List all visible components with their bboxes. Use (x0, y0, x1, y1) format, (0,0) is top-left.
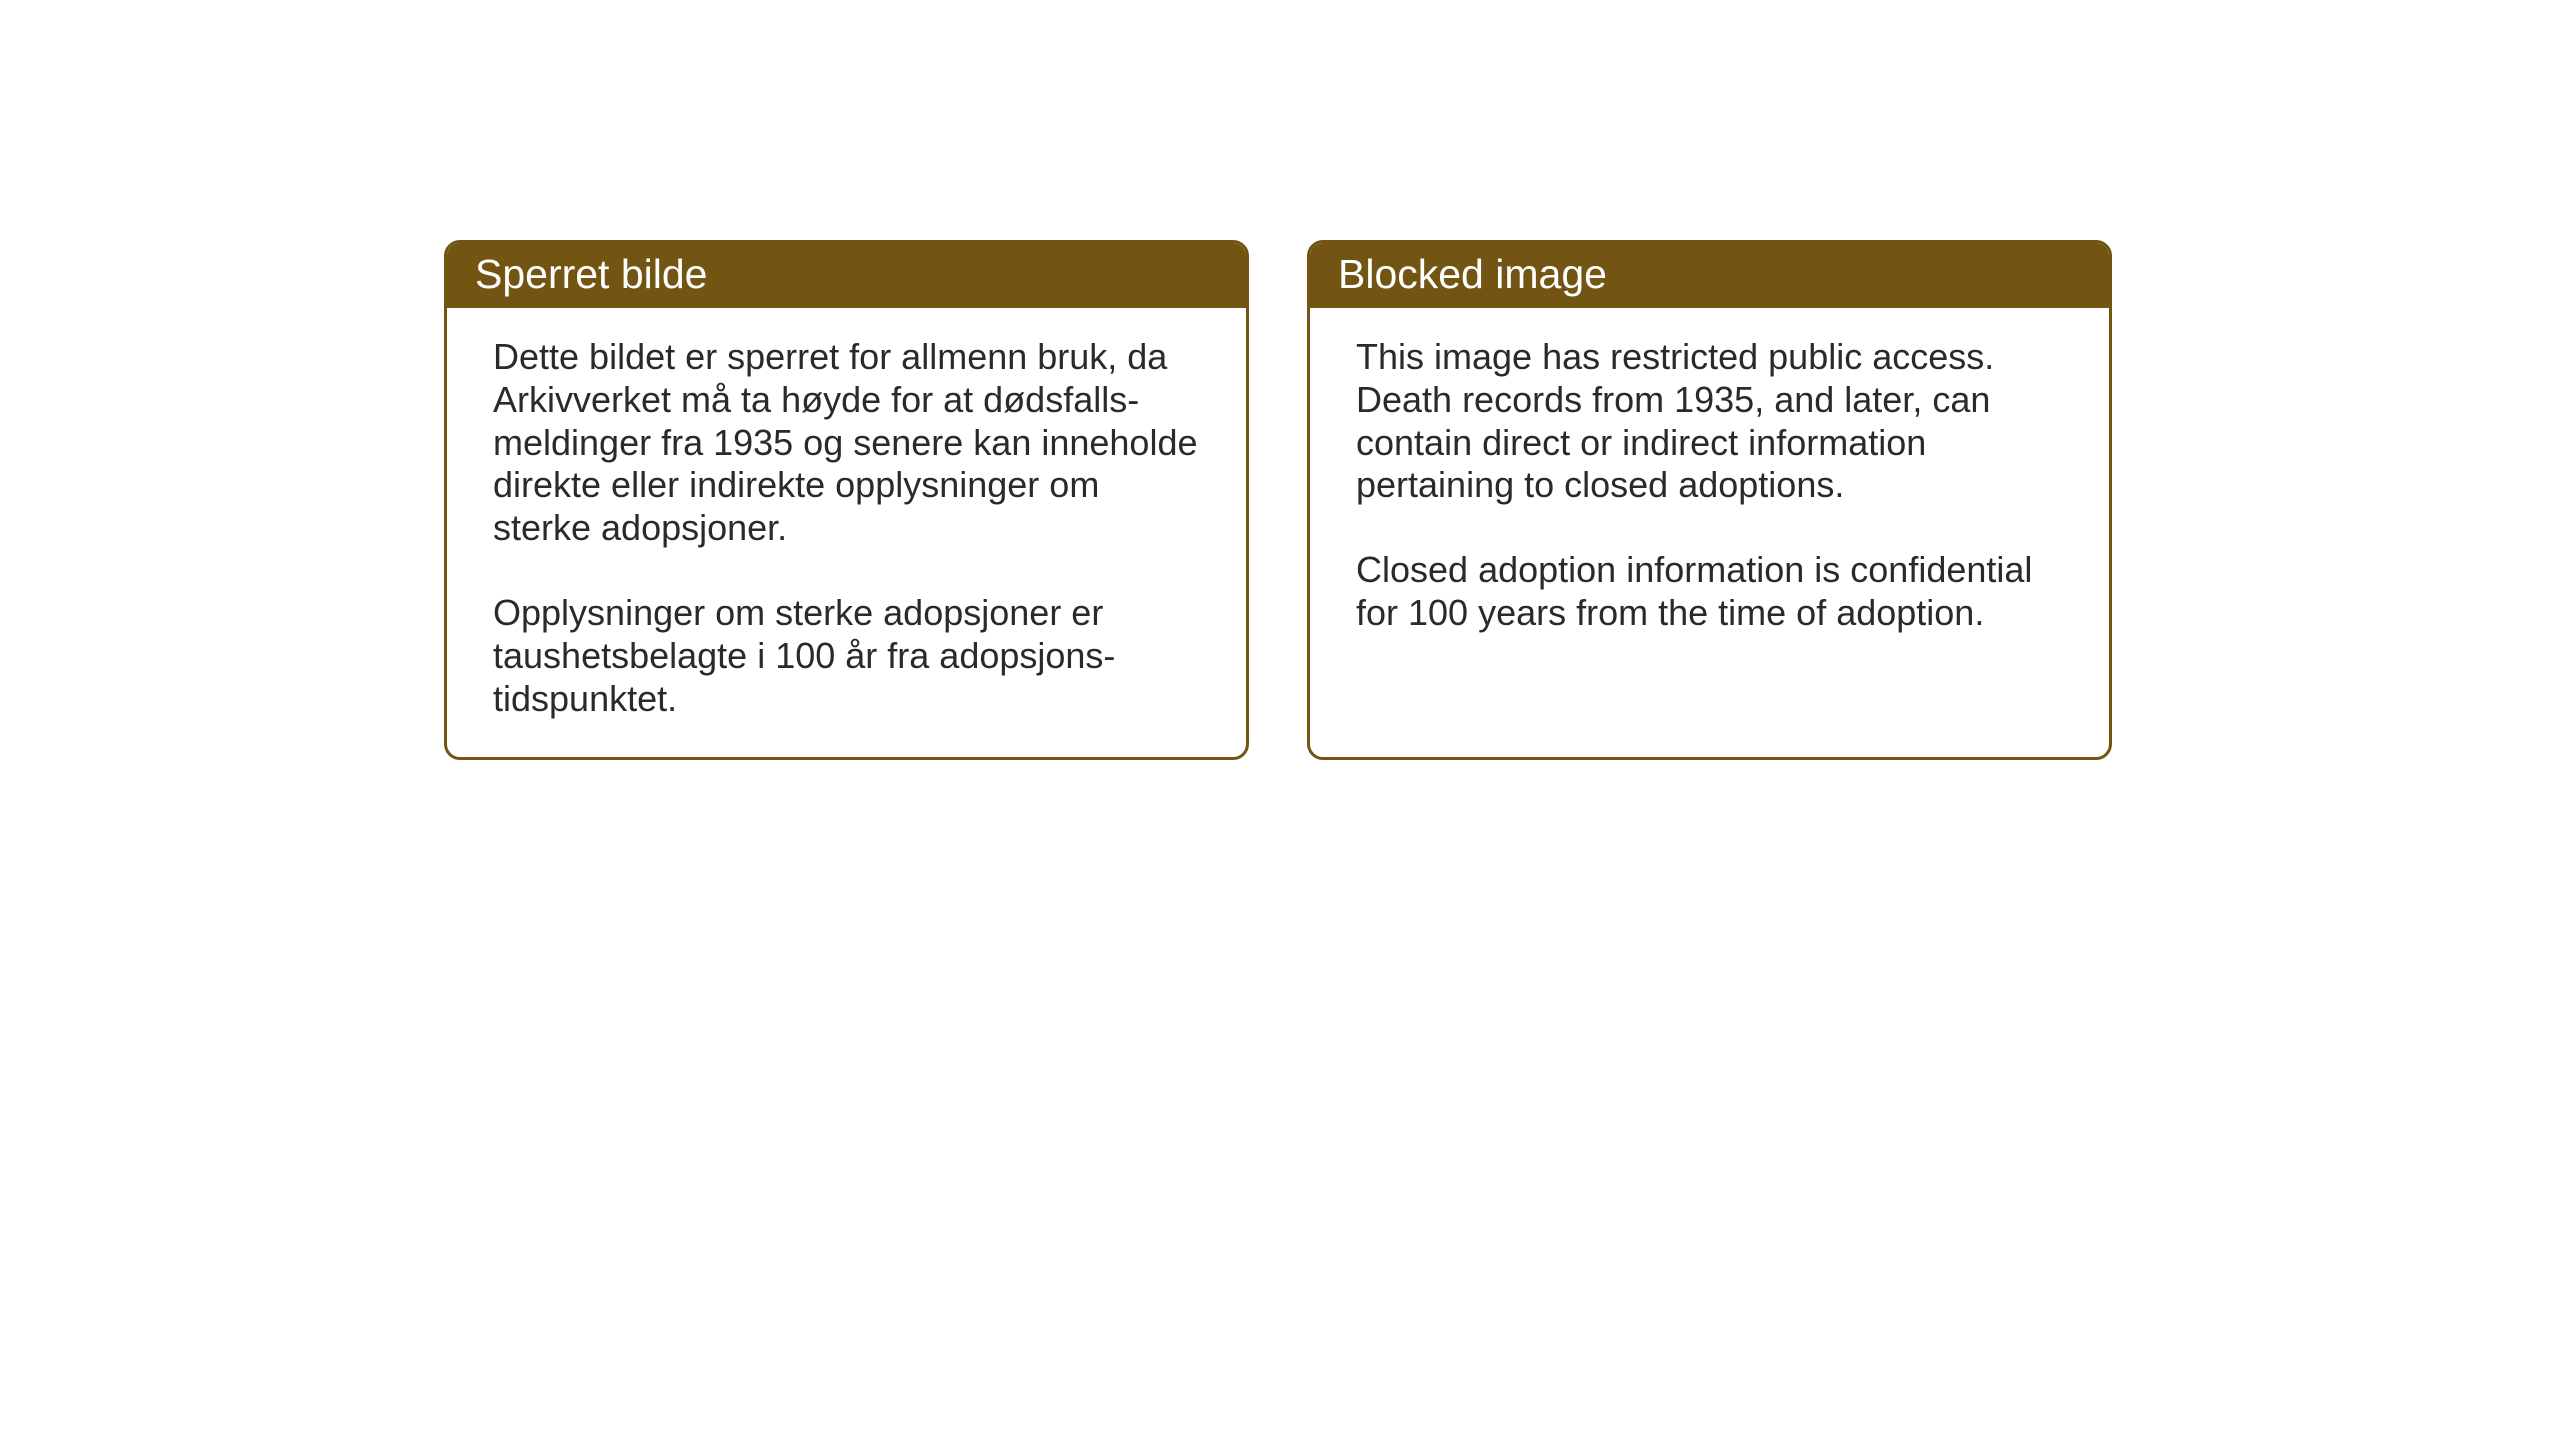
notice-header-english: Blocked image (1310, 243, 2109, 308)
notice-body-english: This image has restricted public access.… (1310, 308, 2109, 708)
notice-paragraph: Opplysninger om sterke adopsjoner er tau… (493, 592, 1200, 720)
notice-body-norwegian: Dette bildet er sperret for allmenn bruk… (447, 308, 1246, 757)
notice-container: Sperret bilde Dette bildet er sperret fo… (444, 240, 2112, 760)
notice-paragraph: This image has restricted public access.… (1356, 336, 2063, 507)
notice-card-norwegian: Sperret bilde Dette bildet er sperret fo… (444, 240, 1249, 760)
notice-card-english: Blocked image This image has restricted … (1307, 240, 2112, 760)
notice-paragraph: Dette bildet er sperret for allmenn bruk… (493, 336, 1200, 550)
notice-paragraph: Closed adoption information is confident… (1356, 549, 2063, 635)
notice-header-norwegian: Sperret bilde (447, 243, 1246, 308)
